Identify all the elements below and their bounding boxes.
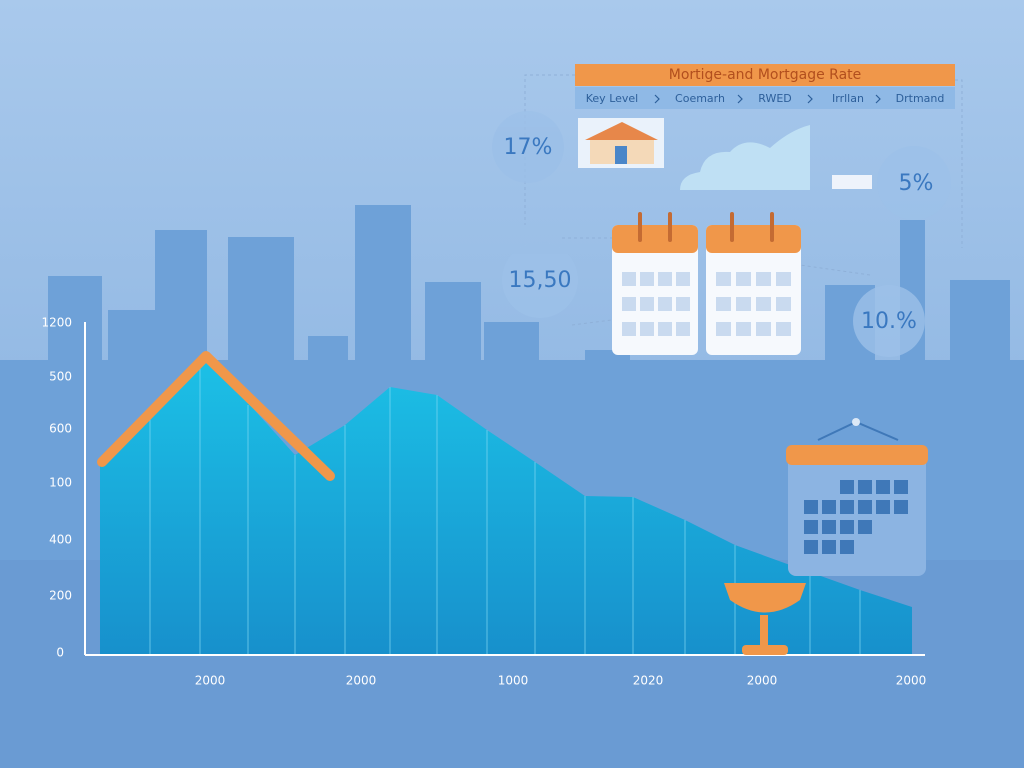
breadcrumb: Drtmand (896, 92, 945, 105)
breadcrumb-bar (575, 87, 955, 109)
x-label: 2020 (633, 674, 664, 688)
x-label: 2000 (195, 674, 226, 688)
bubble-label: 5% (899, 171, 934, 196)
x-label: 2000 (747, 674, 778, 688)
cloud-icon (680, 125, 810, 190)
small-icon (832, 175, 872, 189)
title: Mortige-and Mortgage Rate (669, 67, 862, 83)
house-icon (578, 118, 664, 168)
y-label: 100 (49, 476, 72, 490)
bubble-label: 15,50 (509, 268, 572, 293)
axes (84, 322, 925, 656)
breadcrumb: Key Level (586, 92, 638, 105)
breadcrumb: RWED (758, 92, 792, 105)
x-label: 2000 (346, 674, 377, 688)
breadcrumbs: Key Level Coemarh RWED Irrllan Drtmand (586, 92, 945, 105)
breadcrumb: Irrllan (832, 92, 864, 105)
y-label: 600 (49, 422, 72, 436)
x-label: 2000 (896, 674, 927, 688)
y-label: 200 (49, 589, 72, 603)
x-labels: 2000 2000 1000 2020 2000 2000 (195, 674, 927, 688)
breadcrumb: Coemarh (675, 92, 725, 105)
title-bar (575, 64, 955, 86)
area-shape (100, 362, 912, 655)
bowl-icon (724, 583, 806, 655)
y-label: 400 (49, 533, 72, 547)
chevrons (654, 94, 881, 104)
orange-line (97, 351, 335, 481)
y-label: 500 (49, 370, 72, 384)
y-label: 1200 (41, 316, 72, 330)
y-label: 0 (56, 646, 64, 660)
bubble-label: 17% (504, 135, 553, 160)
area-dividers (149, 365, 861, 655)
calendars (612, 212, 928, 576)
bubble-circles (492, 111, 951, 357)
y-labels: 1200 500 600 100 400 200 0 (41, 316, 72, 660)
x-label: 1000 (498, 674, 529, 688)
bubble-label: 10.% (861, 309, 917, 334)
